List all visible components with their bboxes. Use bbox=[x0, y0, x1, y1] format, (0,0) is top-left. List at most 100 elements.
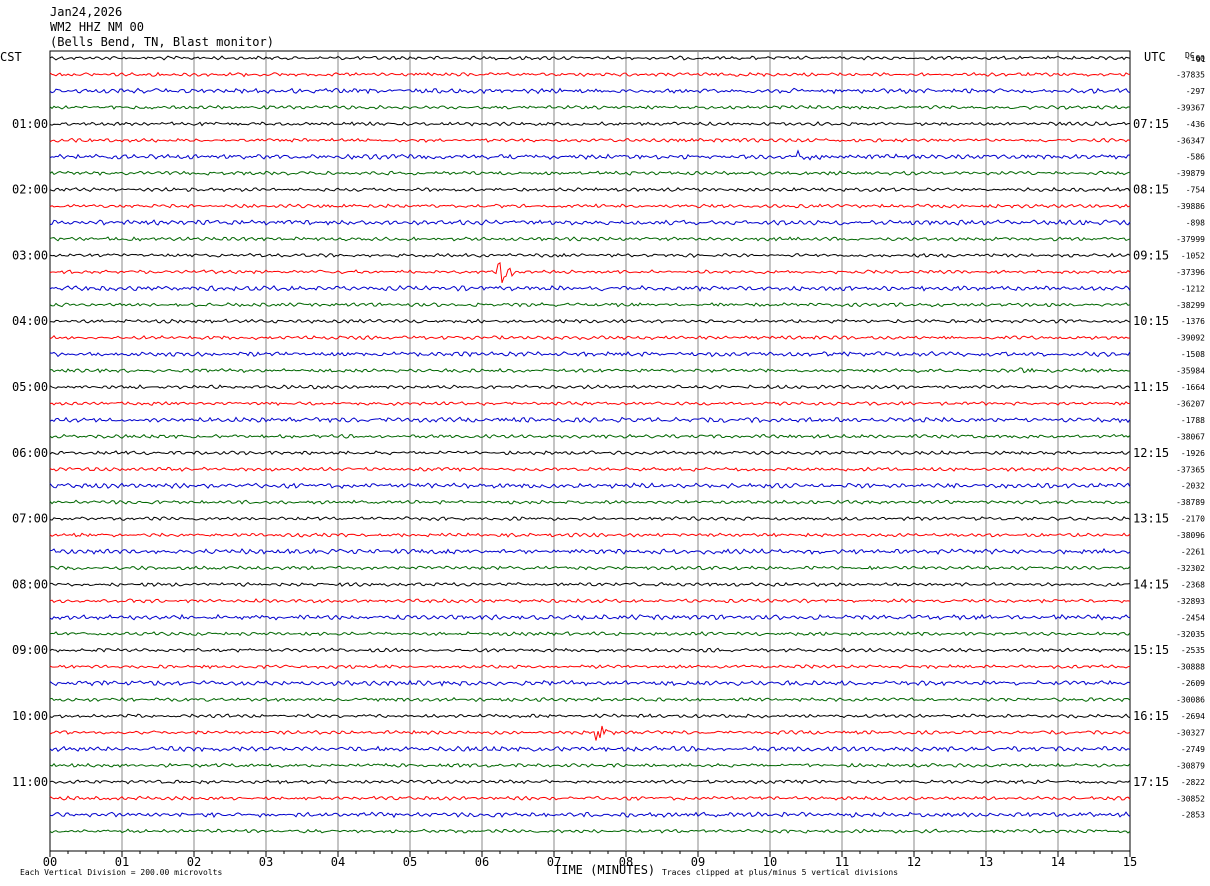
dc-value-label: -30879 bbox=[1176, 761, 1205, 770]
dc-value-label: -1052 bbox=[1181, 251, 1205, 260]
trace-line bbox=[49, 384, 1131, 390]
left-hour-label: 09:00 bbox=[12, 643, 48, 657]
dc-value-label: -38096 bbox=[1176, 531, 1205, 540]
trace-line bbox=[49, 318, 1131, 324]
trace-line bbox=[49, 433, 1131, 440]
dc-value-label: -2694 bbox=[1181, 712, 1205, 721]
right-hour-label: 07:15 bbox=[1133, 117, 1169, 131]
left-hour-label: 11:00 bbox=[12, 775, 48, 789]
dc-value-label: -2853 bbox=[1181, 811, 1205, 820]
dc-value-label: -2535 bbox=[1181, 646, 1205, 655]
x-axis-title: TIME (MINUTES) bbox=[554, 863, 655, 877]
dc-value-label: -37835 bbox=[1176, 70, 1205, 79]
x-tick-label: 00 bbox=[43, 855, 57, 869]
trace-line bbox=[49, 499, 1131, 505]
trace-line bbox=[49, 284, 1131, 292]
dc-value-label: -32302 bbox=[1176, 564, 1205, 573]
right-timezone-label: UTC bbox=[1144, 50, 1166, 64]
dc-value-label: -2261 bbox=[1181, 548, 1205, 557]
trace-line bbox=[49, 745, 1131, 753]
left-hour-label: 08:00 bbox=[12, 577, 48, 591]
trace-line bbox=[49, 236, 1131, 242]
trace-line bbox=[49, 696, 1131, 703]
trace-line bbox=[49, 149, 1131, 161]
dc-sub-label: 91 bbox=[1196, 55, 1206, 64]
dc-value-label: -38067 bbox=[1176, 432, 1205, 441]
right-hour-label: 10:15 bbox=[1133, 314, 1169, 328]
header-station: WM2 HHZ NM 00 bbox=[50, 20, 144, 34]
dc-value-label: -37365 bbox=[1176, 465, 1205, 474]
trace-line bbox=[49, 351, 1131, 358]
x-tick-label: 04 bbox=[331, 855, 345, 869]
trace-line bbox=[49, 401, 1131, 407]
dc-value-label: -2368 bbox=[1181, 580, 1205, 589]
trace-line bbox=[49, 565, 1131, 571]
trace-line bbox=[49, 71, 1131, 78]
right-hour-label: 16:15 bbox=[1133, 709, 1169, 723]
trace-line bbox=[49, 725, 1131, 741]
trace-line bbox=[49, 367, 1131, 374]
trace-line bbox=[49, 516, 1131, 522]
dc-value-label: -39886 bbox=[1176, 202, 1205, 211]
header-location: (Bells Bend, TN, Blast monitor) bbox=[50, 35, 274, 49]
trace-line bbox=[49, 679, 1131, 687]
right-hour-label: 09:15 bbox=[1133, 248, 1169, 262]
x-tick-label: 12 bbox=[907, 855, 921, 869]
dc-value-label: -38299 bbox=[1176, 301, 1205, 310]
trace-line bbox=[49, 548, 1131, 555]
dc-value-label: -2609 bbox=[1181, 679, 1205, 688]
trace-line bbox=[49, 203, 1131, 209]
x-tick-label: 11 bbox=[835, 855, 849, 869]
right-hour-label: 15:15 bbox=[1133, 643, 1169, 657]
dc-value-label: -39879 bbox=[1176, 169, 1205, 178]
dc-value-label: -32035 bbox=[1176, 630, 1205, 639]
trace-line bbox=[49, 663, 1131, 670]
x-tick-label: 09 bbox=[691, 855, 705, 869]
trace-line bbox=[49, 170, 1131, 176]
x-tick-label: 03 bbox=[259, 855, 273, 869]
trace-line bbox=[49, 121, 1131, 127]
x-tick-label: 13 bbox=[979, 855, 993, 869]
trace-line bbox=[49, 335, 1131, 341]
x-tick-label: 08 bbox=[619, 855, 633, 869]
dc-value-label: -30086 bbox=[1176, 696, 1205, 705]
trace-line bbox=[49, 416, 1131, 424]
x-tick-label: 14 bbox=[1051, 855, 1065, 869]
dc-value-label: -2749 bbox=[1181, 745, 1205, 754]
trace-line bbox=[49, 762, 1131, 768]
dc-value-label: -297 bbox=[1186, 87, 1205, 96]
dc-value-label: -1788 bbox=[1181, 416, 1205, 425]
trace-line bbox=[49, 137, 1131, 143]
trace-line bbox=[49, 811, 1131, 819]
trace-line bbox=[49, 219, 1131, 226]
trace-line bbox=[49, 795, 1131, 801]
dc-value-label: -586 bbox=[1186, 153, 1205, 162]
left-hour-label: 02:00 bbox=[12, 183, 48, 197]
x-tick-label: 01 bbox=[115, 855, 129, 869]
trace-line bbox=[49, 828, 1131, 834]
left-hour-label: 01:00 bbox=[12, 117, 48, 131]
left-hour-label: 10:00 bbox=[12, 709, 48, 723]
dc-value-label: -1926 bbox=[1181, 449, 1205, 458]
dc-label: DC bbox=[1185, 51, 1195, 60]
dc-value-label: -1508 bbox=[1181, 350, 1205, 359]
x-tick-label: 06 bbox=[475, 855, 489, 869]
seismic-traces bbox=[49, 55, 1131, 834]
dc-value-label: -30888 bbox=[1176, 663, 1205, 672]
dc-value-label: -1212 bbox=[1181, 284, 1205, 293]
trace-line bbox=[49, 581, 1131, 587]
trace-line bbox=[49, 302, 1131, 308]
right-hour-label: 12:15 bbox=[1133, 446, 1169, 460]
trace-line bbox=[49, 598, 1131, 604]
x-tick-label: 07 bbox=[547, 855, 561, 869]
trace-line bbox=[49, 482, 1131, 490]
dc-value-label: -2822 bbox=[1181, 778, 1205, 787]
left-hour-label: 05:00 bbox=[12, 380, 48, 394]
dc-value-label: -37999 bbox=[1176, 235, 1205, 244]
dc-value-label: -32893 bbox=[1176, 597, 1205, 606]
vertical-division-note: Each Vertical Division = 200.00 microvol… bbox=[20, 868, 222, 877]
dc-value-label: -39367 bbox=[1176, 103, 1205, 112]
trace-line bbox=[49, 55, 1131, 61]
trace-line bbox=[49, 186, 1131, 193]
